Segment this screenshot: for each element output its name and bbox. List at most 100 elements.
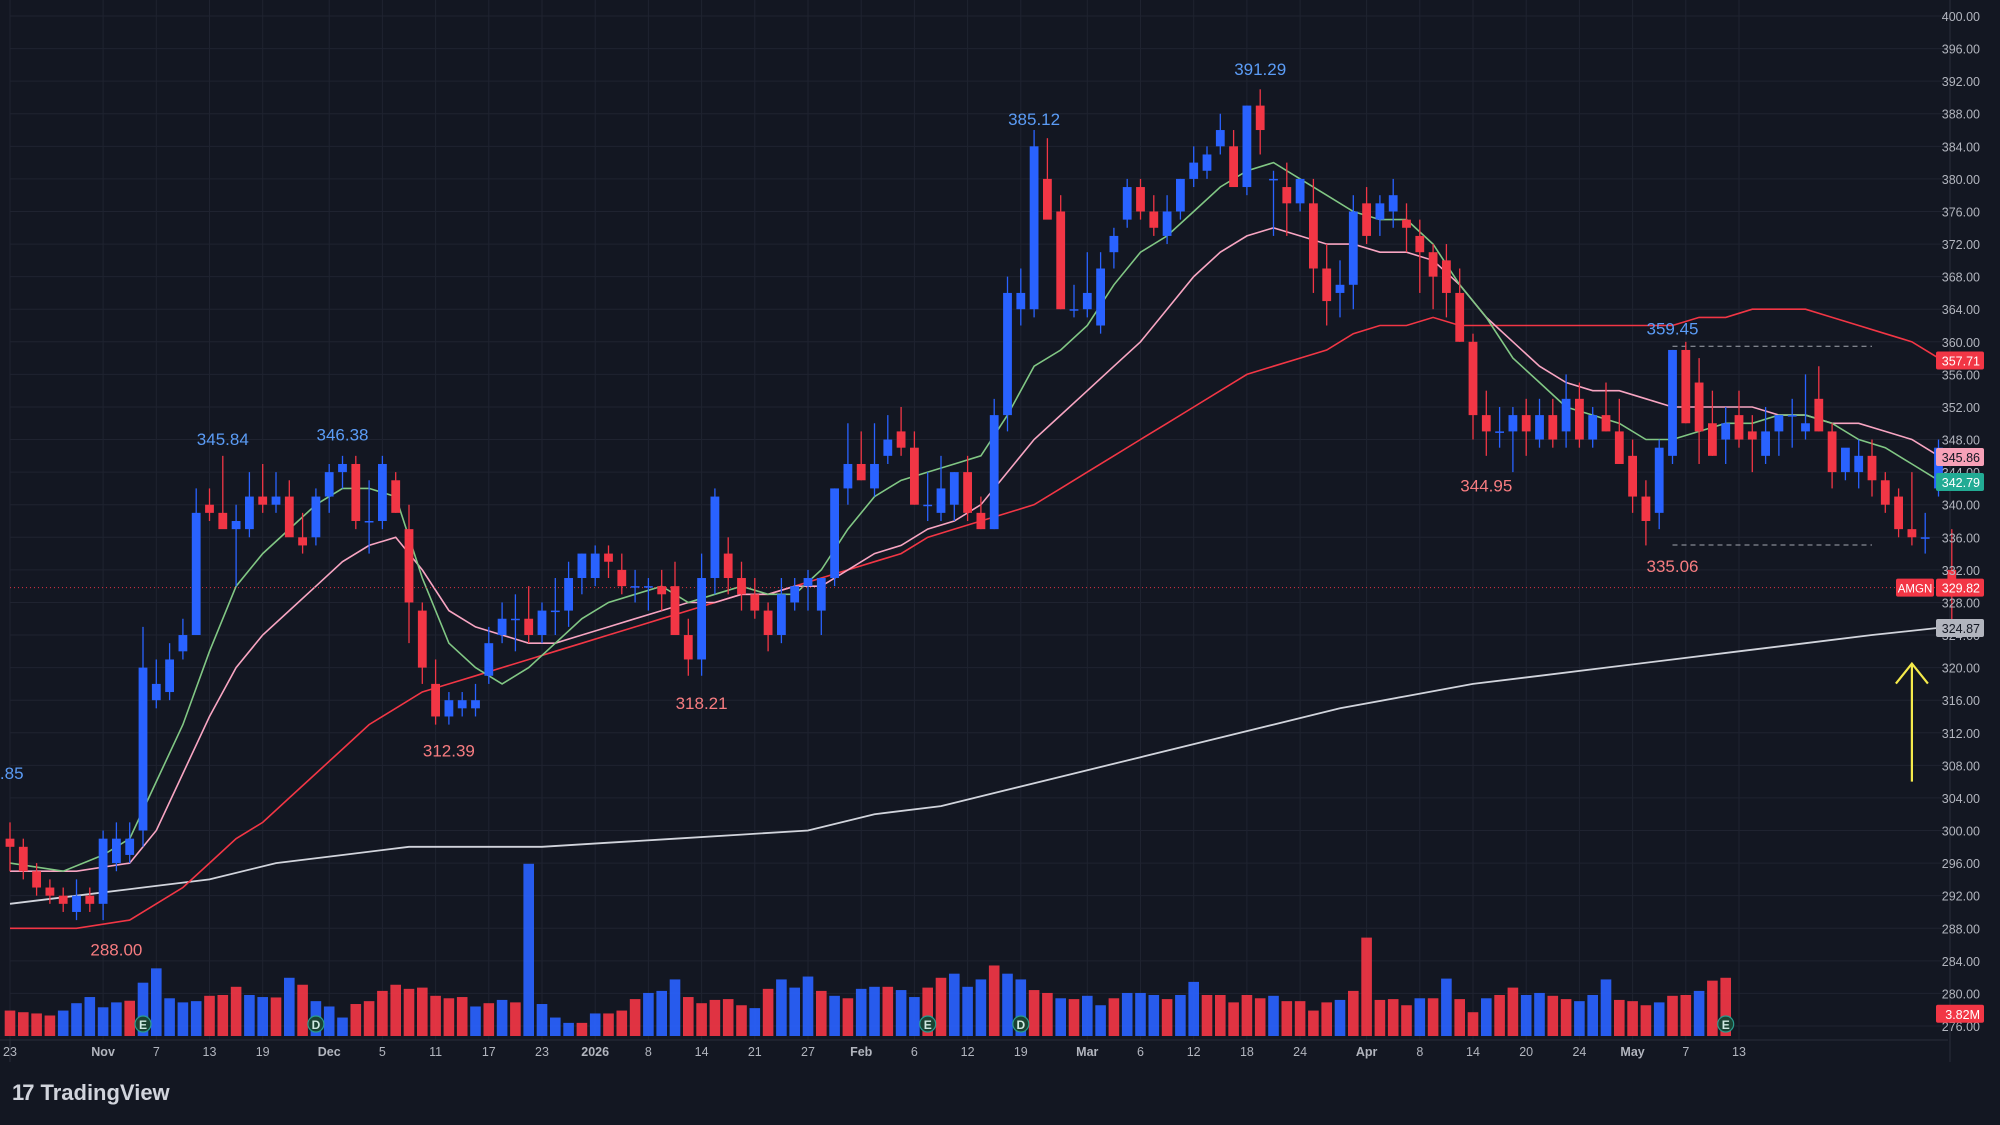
volume-bar bbox=[483, 1003, 495, 1036]
candle-body bbox=[1309, 203, 1318, 269]
candle bbox=[138, 626, 148, 847]
candle bbox=[1348, 195, 1358, 310]
volume-bar bbox=[909, 997, 920, 1036]
candle bbox=[604, 545, 613, 579]
volume-bar bbox=[1693, 990, 1705, 1036]
volume-bar bbox=[550, 1017, 561, 1036]
price-tick-label: 340.00 bbox=[1942, 499, 1980, 513]
volume-bar bbox=[1574, 1001, 1585, 1036]
candle bbox=[1269, 170, 1278, 236]
price-tick-label: 316.00 bbox=[1942, 694, 1980, 708]
candle-body bbox=[644, 586, 653, 588]
ma-long-line bbox=[10, 308, 1952, 930]
candle-body bbox=[1894, 496, 1903, 530]
candle-body bbox=[1641, 496, 1651, 521]
candle bbox=[1442, 244, 1451, 318]
candle bbox=[1521, 398, 1531, 456]
candle-body bbox=[1069, 309, 1079, 311]
price-badge: 342.79 bbox=[1936, 472, 1984, 491]
candle-body bbox=[1082, 292, 1092, 310]
price-badge: 345.86 bbox=[1936, 447, 1984, 466]
volume-bar bbox=[656, 990, 667, 1036]
candle bbox=[1362, 187, 1371, 245]
candle bbox=[1069, 284, 1079, 318]
candle-body bbox=[963, 472, 972, 513]
time-tick-label: 24 bbox=[1293, 1045, 1307, 1059]
candle bbox=[1761, 406, 1770, 464]
candle-body bbox=[1920, 537, 1930, 539]
candle-body bbox=[1841, 447, 1850, 473]
candle bbox=[644, 578, 653, 611]
candle-body bbox=[1654, 447, 1664, 513]
candle-body bbox=[1348, 211, 1358, 285]
volume-bar bbox=[802, 976, 814, 1036]
volume-bar bbox=[284, 977, 295, 1036]
candle-body bbox=[777, 594, 786, 636]
time-tick-label: 12 bbox=[961, 1045, 975, 1059]
price-tick-label: 296.00 bbox=[1942, 857, 1980, 871]
price-badge-text: 324.87 bbox=[1942, 622, 1980, 636]
candle bbox=[803, 569, 813, 611]
candle-body bbox=[537, 610, 547, 636]
tradingview-brand[interactable]: 17 TradingView bbox=[12, 1080, 170, 1106]
volume-bar bbox=[1707, 980, 1718, 1036]
candle-body bbox=[657, 586, 667, 595]
time-tick-label: 21 bbox=[748, 1045, 762, 1059]
candle-body bbox=[1801, 423, 1810, 432]
candle bbox=[1827, 423, 1837, 489]
volume-bar bbox=[390, 984, 401, 1036]
volume-bar bbox=[629, 999, 641, 1036]
candle-body bbox=[112, 838, 121, 864]
candle-body bbox=[165, 659, 174, 693]
candle-body bbox=[1189, 162, 1199, 179]
volume-bar bbox=[1028, 990, 1040, 1036]
candle-body bbox=[1322, 268, 1332, 302]
candle bbox=[1215, 113, 1225, 155]
volume-bar bbox=[962, 986, 973, 1036]
time-tick-label: Apr bbox=[1356, 1045, 1378, 1059]
price-chart[interactable]: 391.29 385.12 359.45 346.38 345.84 344.95 335.… bbox=[0, 0, 2000, 1062]
volume-bar bbox=[57, 1010, 69, 1036]
candle bbox=[1721, 406, 1731, 464]
time-tick-label: 6 bbox=[1137, 1045, 1144, 1059]
candle-body bbox=[1495, 431, 1504, 433]
candle bbox=[1375, 195, 1385, 236]
candle-body bbox=[72, 895, 81, 912]
candle bbox=[1588, 406, 1598, 448]
time-tick-label: 17 bbox=[482, 1045, 496, 1059]
volume-bar bbox=[1055, 998, 1066, 1036]
time-tick-label: 23 bbox=[3, 1045, 17, 1059]
candle bbox=[351, 455, 361, 530]
candle-body bbox=[670, 586, 680, 636]
candle-body bbox=[843, 463, 853, 489]
candle-body bbox=[1734, 415, 1744, 440]
candle bbox=[1109, 227, 1119, 269]
volume-bar bbox=[1268, 995, 1279, 1036]
price-badge-bg bbox=[1936, 351, 1984, 370]
candle-body bbox=[284, 496, 294, 538]
volume-bar bbox=[97, 1007, 109, 1036]
volume-bar bbox=[696, 1003, 707, 1036]
candle-body bbox=[32, 871, 41, 888]
candle bbox=[1774, 415, 1784, 456]
volume-bar bbox=[403, 988, 415, 1036]
candle bbox=[165, 643, 174, 701]
candle bbox=[1428, 244, 1438, 310]
chart-background bbox=[0, 0, 2000, 1062]
volume-bar bbox=[363, 1001, 375, 1036]
candle-body bbox=[1149, 211, 1159, 228]
candle-body bbox=[138, 667, 148, 831]
peak-label: 344.95 bbox=[1460, 476, 1512, 495]
candle bbox=[1894, 488, 1903, 538]
candle-body bbox=[1774, 415, 1784, 432]
candle-body bbox=[710, 496, 720, 579]
candle bbox=[1548, 398, 1558, 448]
volume-bar bbox=[31, 1013, 42, 1036]
candle-body bbox=[258, 496, 268, 505]
candle bbox=[723, 537, 733, 595]
time-tick-label: 12 bbox=[1187, 1045, 1201, 1059]
price-badge-bg bbox=[1936, 1004, 1984, 1023]
footer-bar: 17 TradingView bbox=[0, 1062, 2000, 1125]
peak-label: 335.06 bbox=[1647, 557, 1699, 576]
